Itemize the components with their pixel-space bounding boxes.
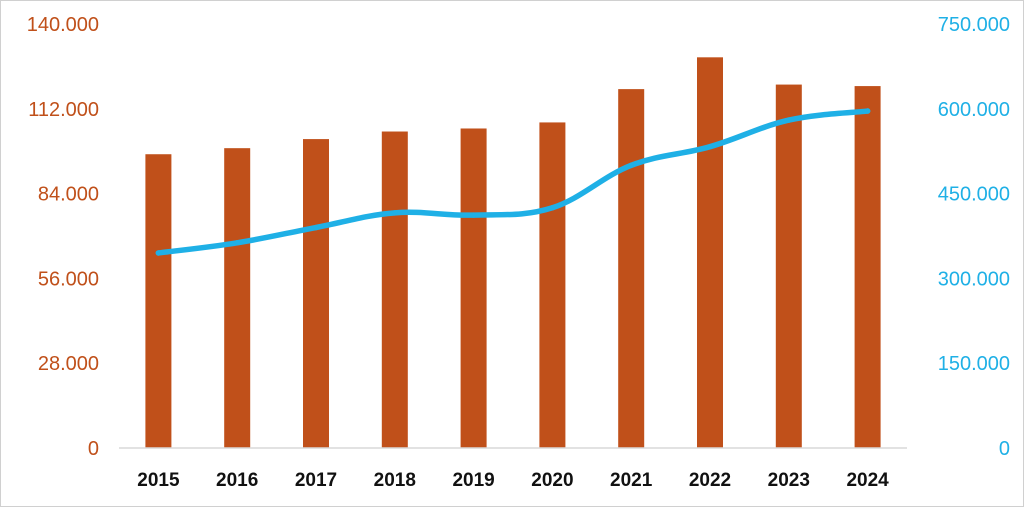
bar-2019 [460, 128, 487, 448]
right-tick-label: 300.000 [938, 268, 1010, 290]
line-point-2015 [155, 250, 162, 256]
line-point-2018 [392, 210, 398, 216]
x-tick-label: 2022 [689, 470, 731, 491]
left-tick-label: 84.000 [38, 184, 99, 206]
x-tick-label: 2015 [137, 470, 180, 491]
bar-2024 [854, 86, 881, 448]
left-tick-label: 140.000 [27, 14, 99, 36]
right-tick-label: 450.000 [938, 184, 1010, 206]
line-point-2019 [470, 212, 477, 218]
right-tick-label: 600.000 [938, 99, 1010, 121]
line-series [155, 108, 871, 256]
bar-2015 [145, 154, 172, 448]
right-tick-label: 750.000 [938, 14, 1010, 36]
line-point-2017 [313, 224, 319, 231]
bar-2017 [303, 139, 329, 449]
bar-2020 [539, 122, 566, 448]
x-tick-label: 2023 [768, 470, 810, 491]
bar-2016 [224, 148, 251, 448]
bar-2021 [618, 89, 645, 448]
line-point-2024 [864, 108, 871, 114]
line-point-2023 [786, 117, 792, 123]
bar-2018 [381, 131, 408, 448]
x-tick-label: 2020 [531, 470, 573, 491]
left-tick-label: 112.000 [28, 99, 99, 121]
x-axis-ticks: 2015 2016 2017 2018 2019 2020 2021 2022 2023 2024 [137, 470, 889, 491]
right-tick-label: 0 [999, 438, 1010, 460]
x-tick-label: 2021 [610, 470, 653, 491]
right-axis-ticks: 0 150.000 300.000 450.000 600.000 750.000 [938, 14, 1010, 460]
line-layer [155, 108, 871, 256]
bar-2022 [697, 57, 723, 449]
x-tick-label: 2016 [216, 470, 258, 491]
x-tick-label: 2018 [374, 470, 416, 491]
bar-2023 [775, 84, 802, 449]
line-point-2022 [707, 143, 713, 150]
left-tick-label: 56.000 [38, 268, 99, 290]
bars-layer [145, 57, 881, 449]
left-axis-ticks: 0 28.000 56.000 84.000 112.000 140.000 [27, 14, 99, 460]
line-point-2016 [234, 240, 240, 246]
line-point-2021 [628, 162, 634, 169]
x-tick-label: 2024 [846, 470, 889, 491]
x-tick-label: 2017 [295, 470, 337, 491]
right-tick-label: 150.000 [938, 353, 1010, 375]
left-tick-label: 0 [88, 438, 99, 460]
x-tick-label: 2019 [452, 470, 494, 491]
line-point-2020 [549, 204, 556, 211]
left-tick-label: 28.000 [38, 353, 99, 375]
